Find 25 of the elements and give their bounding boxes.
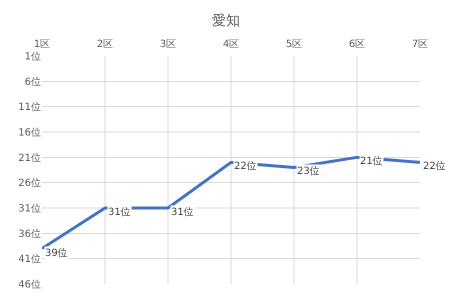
data-label: 31位: [171, 206, 194, 218]
x-tick-label: 4区: [222, 39, 240, 50]
y-tick-label: 26位: [18, 177, 41, 190]
x-tick-label: 3区: [160, 39, 176, 50]
y-tick-label: 21位: [18, 152, 41, 164]
y-tick-label: 36位: [18, 228, 41, 240]
x-tick-label: 1区: [34, 39, 50, 50]
y-tick-label: 16位: [18, 126, 41, 138]
chart-title: 愛知: [212, 12, 240, 29]
x-tick-label: 7区: [412, 39, 428, 50]
x-tick-label: 2区: [96, 39, 114, 50]
data-label: 39位: [45, 247, 68, 259]
data-label: 22位: [234, 160, 257, 172]
y-tick-label: 41位: [18, 253, 41, 266]
y-tick-label: 31位: [18, 202, 41, 214]
y-tick-label: 6位: [24, 76, 41, 88]
x-tick-label: 6区: [348, 39, 366, 50]
x-tick-label: 5区: [286, 39, 302, 50]
data-label: 31位: [108, 206, 131, 218]
data-label: 23位: [297, 165, 320, 177]
y-tick-label: 11位: [18, 101, 41, 114]
data-label: 21位: [360, 155, 383, 167]
y-tick-label: 1位: [24, 50, 41, 62]
y-tick-label: 46位: [18, 278, 41, 290]
data-label: 22位: [423, 160, 446, 172]
